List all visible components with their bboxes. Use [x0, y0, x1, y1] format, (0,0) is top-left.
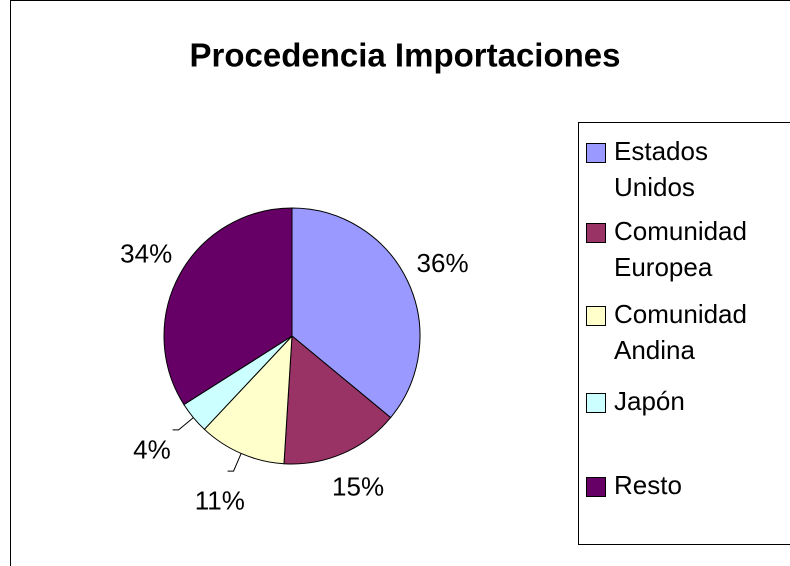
- data-label: 15%: [332, 472, 384, 502]
- legend-label: Comunidad Europea: [614, 216, 754, 282]
- legend-swatch: [586, 393, 606, 413]
- legend-label: Comunidad Andina: [614, 299, 754, 365]
- legend-label: Estados Unidos: [614, 136, 715, 202]
- legend-swatch: [586, 223, 606, 243]
- legend-swatch: [586, 306, 606, 326]
- leader-line: [227, 453, 242, 472]
- leader-line: [172, 417, 194, 431]
- pie-slice: [291, 207, 421, 419]
- data-label: 4%: [133, 435, 171, 465]
- pie-slice: [163, 207, 293, 406]
- data-label: 36%: [417, 248, 469, 278]
- legend-box: [578, 122, 790, 545]
- legend-label: Japón: [614, 386, 685, 416]
- legend-swatch: [586, 477, 606, 497]
- pie-slice: [283, 334, 392, 465]
- legend-swatch: [586, 143, 606, 163]
- data-label: 11%: [195, 486, 245, 516]
- data-label: 34%: [120, 239, 172, 269]
- chart-title: Procedencia Importaciones: [190, 37, 621, 74]
- pie-slice: [203, 334, 293, 465]
- legend-label: Resto: [614, 470, 682, 500]
